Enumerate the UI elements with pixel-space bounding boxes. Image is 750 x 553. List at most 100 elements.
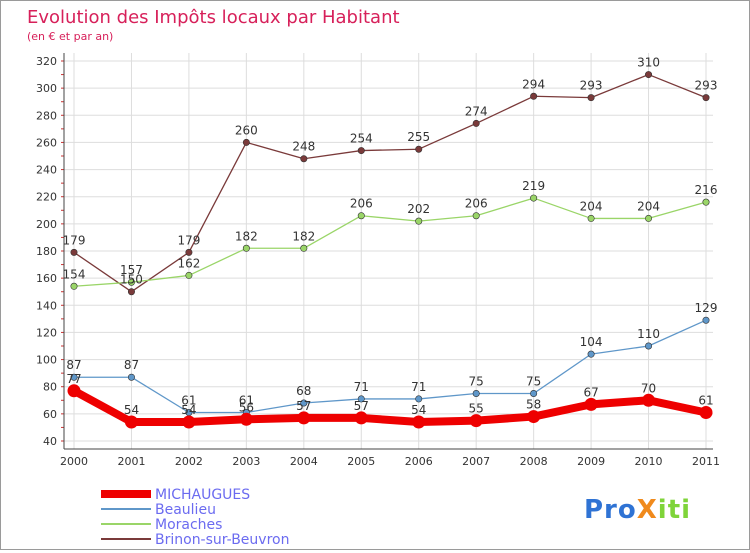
data-label-moraches: 216 xyxy=(695,183,718,197)
data-point-brinon xyxy=(587,94,595,102)
y-tick-label: 220 xyxy=(36,191,57,204)
x-tick-label: 2001 xyxy=(117,455,145,468)
x-tick-label: 2004 xyxy=(290,455,318,468)
data-label-brinon: 248 xyxy=(292,140,315,154)
data-point-moraches xyxy=(530,194,538,202)
data-point-brinon xyxy=(242,138,250,146)
data-point-brinon xyxy=(70,248,78,256)
data-label-michaugues: 54 xyxy=(124,403,139,417)
data-point-brinon xyxy=(185,248,193,256)
y-tick-label: 140 xyxy=(36,299,57,312)
data-label-beaulieu: 61 xyxy=(181,394,196,408)
data-point-brinon xyxy=(127,288,135,296)
y-tick-label: 100 xyxy=(36,354,57,367)
data-point-brinon xyxy=(702,94,710,102)
series-line-beaulieu xyxy=(73,319,707,414)
data-label-michaugues: 77 xyxy=(66,372,81,386)
logo-part-x: X xyxy=(637,495,658,525)
legend: MICHAUGUESBeaulieuMorachesBrinon-sur-Beu… xyxy=(101,487,289,548)
x-tick-label: 2007 xyxy=(462,455,490,468)
data-label-michaugues: 58 xyxy=(526,398,541,412)
data-point-moraches xyxy=(242,244,250,252)
data-label-brinon: 310 xyxy=(637,56,660,70)
x-tick-label: 2011 xyxy=(692,455,720,468)
data-label-michaugues: 61 xyxy=(698,394,713,408)
data-point-brinon xyxy=(357,147,365,155)
data-point-michaugues xyxy=(412,415,426,429)
data-point-beaulieu xyxy=(357,395,365,403)
axes: 40 60 80 100 120 140 160 180 200 220 240 260 280 300 3… xyxy=(36,53,720,468)
x-tick-label: 2002 xyxy=(175,455,203,468)
data-label-michaugues: 56 xyxy=(239,400,254,414)
data-label-brinon: 179 xyxy=(177,233,200,247)
data-point-moraches xyxy=(645,214,653,222)
data-point-michaugues xyxy=(182,415,196,429)
x-tick-label: 2010 xyxy=(635,455,663,468)
data-point-beaulieu xyxy=(127,373,135,381)
data-label-michaugues: 55 xyxy=(469,402,484,416)
x-tick-label: 2000 xyxy=(60,455,88,468)
x-tick-label: 2009 xyxy=(577,455,605,468)
data-point-beaulieu xyxy=(415,395,423,403)
data-label-moraches: 154 xyxy=(63,267,86,281)
data-point-beaulieu xyxy=(70,373,78,381)
data-label-brinon: 255 xyxy=(407,130,430,144)
data-label-moraches: 204 xyxy=(580,199,603,213)
x-tick-label: 2008 xyxy=(520,455,548,468)
data-point-michaugues xyxy=(699,406,713,419)
data-label-beaulieu: 75 xyxy=(526,375,541,389)
data-label-michaugues: 70 xyxy=(641,381,656,395)
data-point-brinon xyxy=(472,119,480,127)
y-tick-label: 260 xyxy=(36,136,57,149)
series-line-moraches xyxy=(73,197,707,287)
x-tick-label: 2006 xyxy=(405,455,433,468)
data-point-michaugues xyxy=(354,411,368,425)
y-tick-label: 40 xyxy=(43,435,57,448)
data-label-michaugues: 54 xyxy=(411,403,426,417)
data-label-moraches: 162 xyxy=(177,256,200,270)
data-label-michaugues: 67 xyxy=(583,385,598,399)
data-label-brinon: 260 xyxy=(235,123,258,137)
chart-title: Evolution des Impôts locaux par Habitant xyxy=(27,7,400,28)
data-point-beaulieu xyxy=(472,389,480,397)
chart-subtitle: (en € et par an) xyxy=(27,30,113,43)
proxiti-logo: ProXiti xyxy=(584,495,690,525)
y-tick-label: 60 xyxy=(43,408,57,421)
y-tick-label: 120 xyxy=(36,326,57,339)
data-point-moraches xyxy=(127,278,135,286)
data-label-brinon: 274 xyxy=(465,104,488,118)
data-label-moraches: 182 xyxy=(235,229,258,243)
data-label-moraches: 219 xyxy=(522,179,545,193)
grid xyxy=(64,53,713,449)
data-label-brinon: 293 xyxy=(695,79,718,93)
series-line-brinon xyxy=(73,73,707,293)
data-point-michaugues xyxy=(584,397,598,411)
data-point-brinon xyxy=(645,71,653,79)
data-label-beaulieu: 68 xyxy=(296,384,311,398)
data-point-michaugues xyxy=(124,415,138,429)
data-label-moraches: 206 xyxy=(465,197,488,211)
data-point-moraches xyxy=(357,212,365,220)
data-label-moraches: 182 xyxy=(292,229,315,243)
data-label-brinon: 293 xyxy=(580,79,603,93)
data-point-michaugues xyxy=(239,412,253,426)
series-line-michaugues xyxy=(70,386,710,426)
data-label-beaulieu: 71 xyxy=(411,380,426,394)
y-tick-label: 160 xyxy=(36,272,57,285)
x-tick-label: 2003 xyxy=(232,455,260,468)
y-tick-label: 280 xyxy=(36,109,57,122)
data-label-beaulieu: 129 xyxy=(695,301,718,315)
data-label-moraches: 204 xyxy=(637,199,660,213)
data-label-michaugues: 57 xyxy=(296,399,311,413)
data-point-moraches xyxy=(70,282,78,290)
data-point-moraches xyxy=(415,217,423,225)
data-label-beaulieu: 87 xyxy=(66,358,81,372)
data-label-michaugues: 54 xyxy=(181,403,196,417)
data-point-michaugues xyxy=(469,414,483,428)
legend-label-moraches: Moraches xyxy=(155,517,222,533)
data-label-moraches: 202 xyxy=(407,202,430,216)
data-point-beaulieu xyxy=(530,389,538,397)
data-label-brinon: 254 xyxy=(350,132,373,146)
data-point-brinon xyxy=(415,145,423,153)
